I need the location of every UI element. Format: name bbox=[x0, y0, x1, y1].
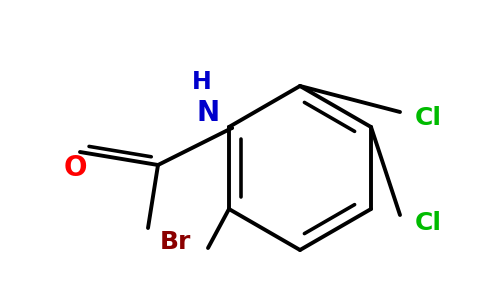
Text: O: O bbox=[63, 154, 87, 182]
Text: Br: Br bbox=[159, 230, 191, 254]
Text: N: N bbox=[197, 99, 220, 127]
Text: Cl: Cl bbox=[414, 211, 441, 235]
Text: Cl: Cl bbox=[414, 106, 441, 130]
Text: H: H bbox=[192, 70, 212, 94]
